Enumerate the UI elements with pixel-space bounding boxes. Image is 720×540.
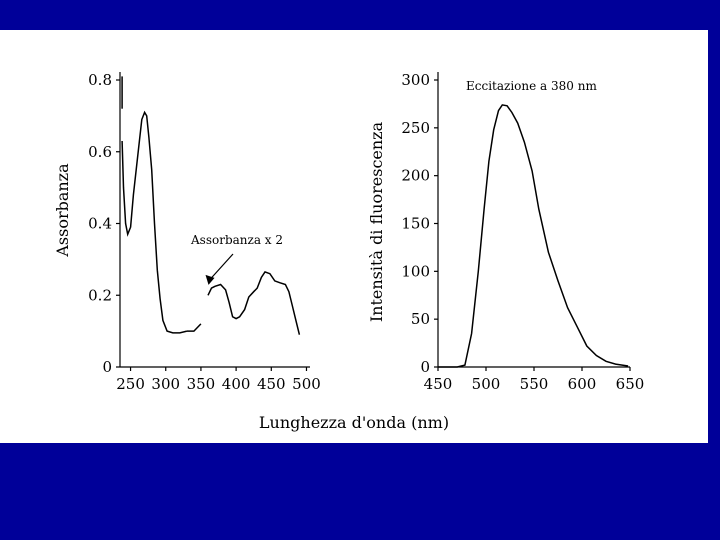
absorbance-curve-segment bbox=[121, 110, 188, 334]
absorbance-curve-segment bbox=[186, 323, 202, 332]
annotation-arrow-line bbox=[210, 253, 234, 280]
absorbance-x2-annotation: Assorbanza x 2 bbox=[190, 233, 283, 247]
annotation-arrow-head bbox=[205, 274, 215, 285]
fluorescence-y-tick-label: 250 bbox=[401, 119, 430, 137]
fluorescence-y-tick-label: 50 bbox=[411, 310, 430, 328]
absorbance-x-tick-label: 300 bbox=[151, 375, 180, 393]
excitation-annotation: Eccitazione a 380 nm bbox=[466, 79, 597, 93]
absorbance-curve-segment bbox=[207, 270, 301, 335]
absorbance-y-tick-label: 0 bbox=[102, 358, 112, 376]
absorbance-y-tick-label: 0.8 bbox=[88, 71, 112, 89]
shared-x-label: Lunghezza d'onda (nm) bbox=[259, 413, 449, 432]
fluorescence-y-tick-label: 0 bbox=[420, 358, 430, 376]
fluorescence-y-tick-label: 100 bbox=[401, 262, 430, 280]
slide-panel bbox=[0, 30, 708, 443]
fluorescence-x-tick-label: 600 bbox=[568, 375, 597, 393]
fluorescence-y-label: Intensità di fluorescenza bbox=[367, 121, 386, 322]
absorbance-y-tick-label: 0.4 bbox=[88, 215, 112, 233]
fluorescence-y-tick-label: 200 bbox=[401, 167, 430, 185]
fluorescence-x-tick-label: 550 bbox=[520, 375, 549, 393]
fluorescence-chart: Intensità di fluorescenza Eccitazione a … bbox=[367, 71, 644, 393]
fluorescence-x-tick-label: 500 bbox=[472, 375, 501, 393]
fluorescence-x-tick-label: 450 bbox=[424, 375, 453, 393]
absorbance-x-tick-label: 450 bbox=[257, 375, 286, 393]
fluorescence-x-tick-label: 650 bbox=[616, 375, 645, 393]
absorbance-x-tick-label: 350 bbox=[187, 375, 216, 393]
absorbance-y-label: Assorbanza bbox=[53, 163, 72, 258]
absorbance-x-tick-label: 500 bbox=[292, 375, 321, 393]
absorbance-x-tick-label: 250 bbox=[116, 375, 145, 393]
fluorescence-y-tick-label: 300 bbox=[401, 71, 430, 89]
fluorescence-y-tick-label: 150 bbox=[401, 215, 430, 233]
absorbance-y-tick-label: 0.2 bbox=[88, 286, 112, 304]
absorbance-x-tick-label: 400 bbox=[222, 375, 251, 393]
absorbance-chart: Assorbanza 250 300 350 400 450 500 0 0.2 0.4 0.6… bbox=[53, 71, 321, 393]
fluorescence-curve-segment bbox=[438, 104, 629, 368]
absorbance-y-tick-label: 0.6 bbox=[88, 143, 112, 161]
